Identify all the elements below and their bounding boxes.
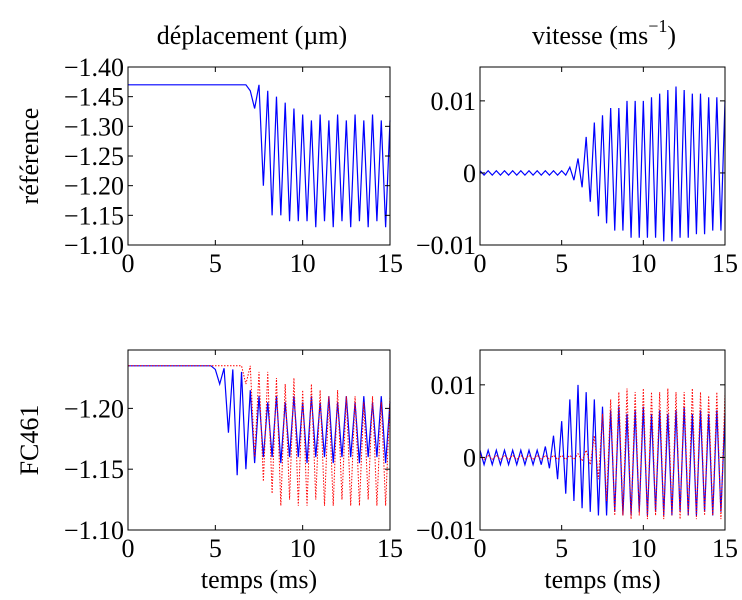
y-tick-label: 0.01 (431, 371, 477, 400)
title-text: ) (667, 21, 676, 50)
x-tick-label: 5 (555, 534, 568, 563)
x-tick-label: 10 (630, 534, 656, 563)
x-tick-label: 15 (377, 249, 403, 278)
x-axis-label: temps (ms) (544, 565, 660, 594)
y-tick-label: −1.45 (64, 83, 124, 112)
y-tick-label: −1.30 (64, 112, 124, 141)
y-tick-label: 0.01 (431, 87, 477, 116)
y-tick-label: −0.01 (416, 516, 476, 545)
data-line (479, 86, 726, 242)
x-axis-label: temps (ms) (201, 565, 317, 594)
column-title: déplacement (µm) (157, 21, 347, 50)
x-tick-label: 15 (712, 249, 738, 278)
y-tick-label: −1.15 (64, 201, 124, 230)
title-text: vitesse (ms (532, 21, 648, 50)
y-tick-label: −1.40 (64, 53, 124, 82)
y-tick-label: −1.20 (64, 394, 124, 423)
x-tick-label: 0 (474, 249, 487, 278)
data-line (479, 384, 726, 516)
data-line (128, 365, 391, 476)
data-line (479, 388, 726, 520)
column-title: vitesse (ms−1) (532, 16, 676, 50)
data-line (128, 365, 391, 506)
x-tick-label: 10 (290, 249, 316, 278)
x-tick-label: 10 (630, 249, 656, 278)
axes-frame (127, 349, 391, 531)
x-tick-label: 0 (122, 249, 135, 278)
y-tick-label: −1.10 (64, 231, 124, 260)
axes-frame (479, 349, 726, 531)
y-tick-label: −1.25 (64, 142, 124, 171)
x-tick-label: 10 (290, 534, 316, 563)
y-tick-label: −1.10 (64, 516, 124, 545)
y-axis-label: référence (15, 108, 44, 205)
x-tick-label: 0 (474, 534, 487, 563)
y-tick-label: 0 (463, 443, 476, 472)
y-tick-label: −0.01 (416, 231, 476, 260)
y-axis-label: FC461 (15, 405, 44, 476)
x-tick-label: 5 (555, 249, 568, 278)
y-tick-label: −1.15 (64, 455, 124, 484)
axes-frame (479, 66, 726, 246)
title-superscript: −1 (648, 16, 667, 36)
data-line (128, 84, 391, 228)
y-tick-label: −1.20 (64, 172, 124, 201)
y-tick-label: 0 (463, 159, 476, 188)
x-tick-label: 15 (712, 534, 738, 563)
x-tick-label: 15 (377, 534, 403, 563)
x-tick-label: 5 (209, 534, 222, 563)
x-tick-label: 5 (209, 249, 222, 278)
x-tick-label: 0 (122, 534, 135, 563)
